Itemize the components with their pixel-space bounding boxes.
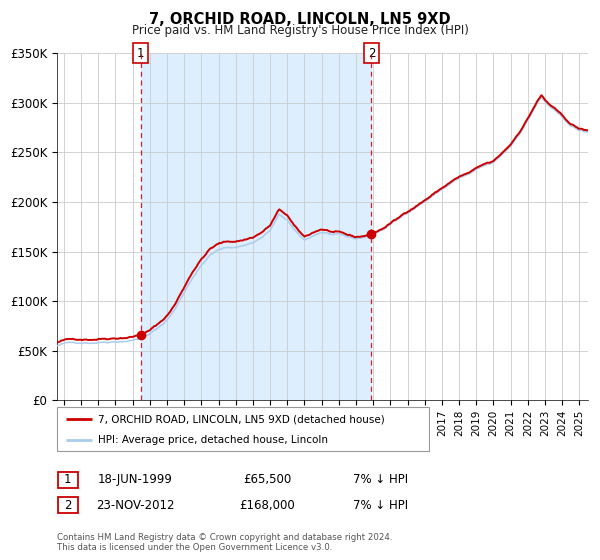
Text: 23-NOV-2012: 23-NOV-2012 bbox=[96, 498, 174, 512]
Text: 2: 2 bbox=[64, 498, 71, 512]
Text: Price paid vs. HM Land Registry's House Price Index (HPI): Price paid vs. HM Land Registry's House … bbox=[131, 24, 469, 36]
Text: £65,500: £65,500 bbox=[243, 473, 291, 487]
Text: 2: 2 bbox=[368, 46, 375, 60]
Text: 7, ORCHID ROAD, LINCOLN, LN5 9XD: 7, ORCHID ROAD, LINCOLN, LN5 9XD bbox=[149, 12, 451, 27]
Text: 7, ORCHID ROAD, LINCOLN, LN5 9XD (detached house): 7, ORCHID ROAD, LINCOLN, LN5 9XD (detach… bbox=[98, 414, 385, 424]
Text: 18-JUN-1999: 18-JUN-1999 bbox=[98, 473, 172, 487]
Bar bbox=[140, 53, 371, 400]
Text: HPI: Average price, detached house, Lincoln: HPI: Average price, detached house, Linc… bbox=[98, 435, 328, 445]
Text: This data is licensed under the Open Government Licence v3.0.: This data is licensed under the Open Gov… bbox=[57, 543, 332, 552]
Text: 1: 1 bbox=[137, 46, 144, 60]
Text: 7% ↓ HPI: 7% ↓ HPI bbox=[353, 498, 409, 512]
Text: £168,000: £168,000 bbox=[239, 498, 295, 512]
Text: 7% ↓ HPI: 7% ↓ HPI bbox=[353, 473, 409, 487]
Text: 1: 1 bbox=[64, 473, 71, 487]
Text: Contains HM Land Registry data © Crown copyright and database right 2024.: Contains HM Land Registry data © Crown c… bbox=[57, 533, 392, 542]
